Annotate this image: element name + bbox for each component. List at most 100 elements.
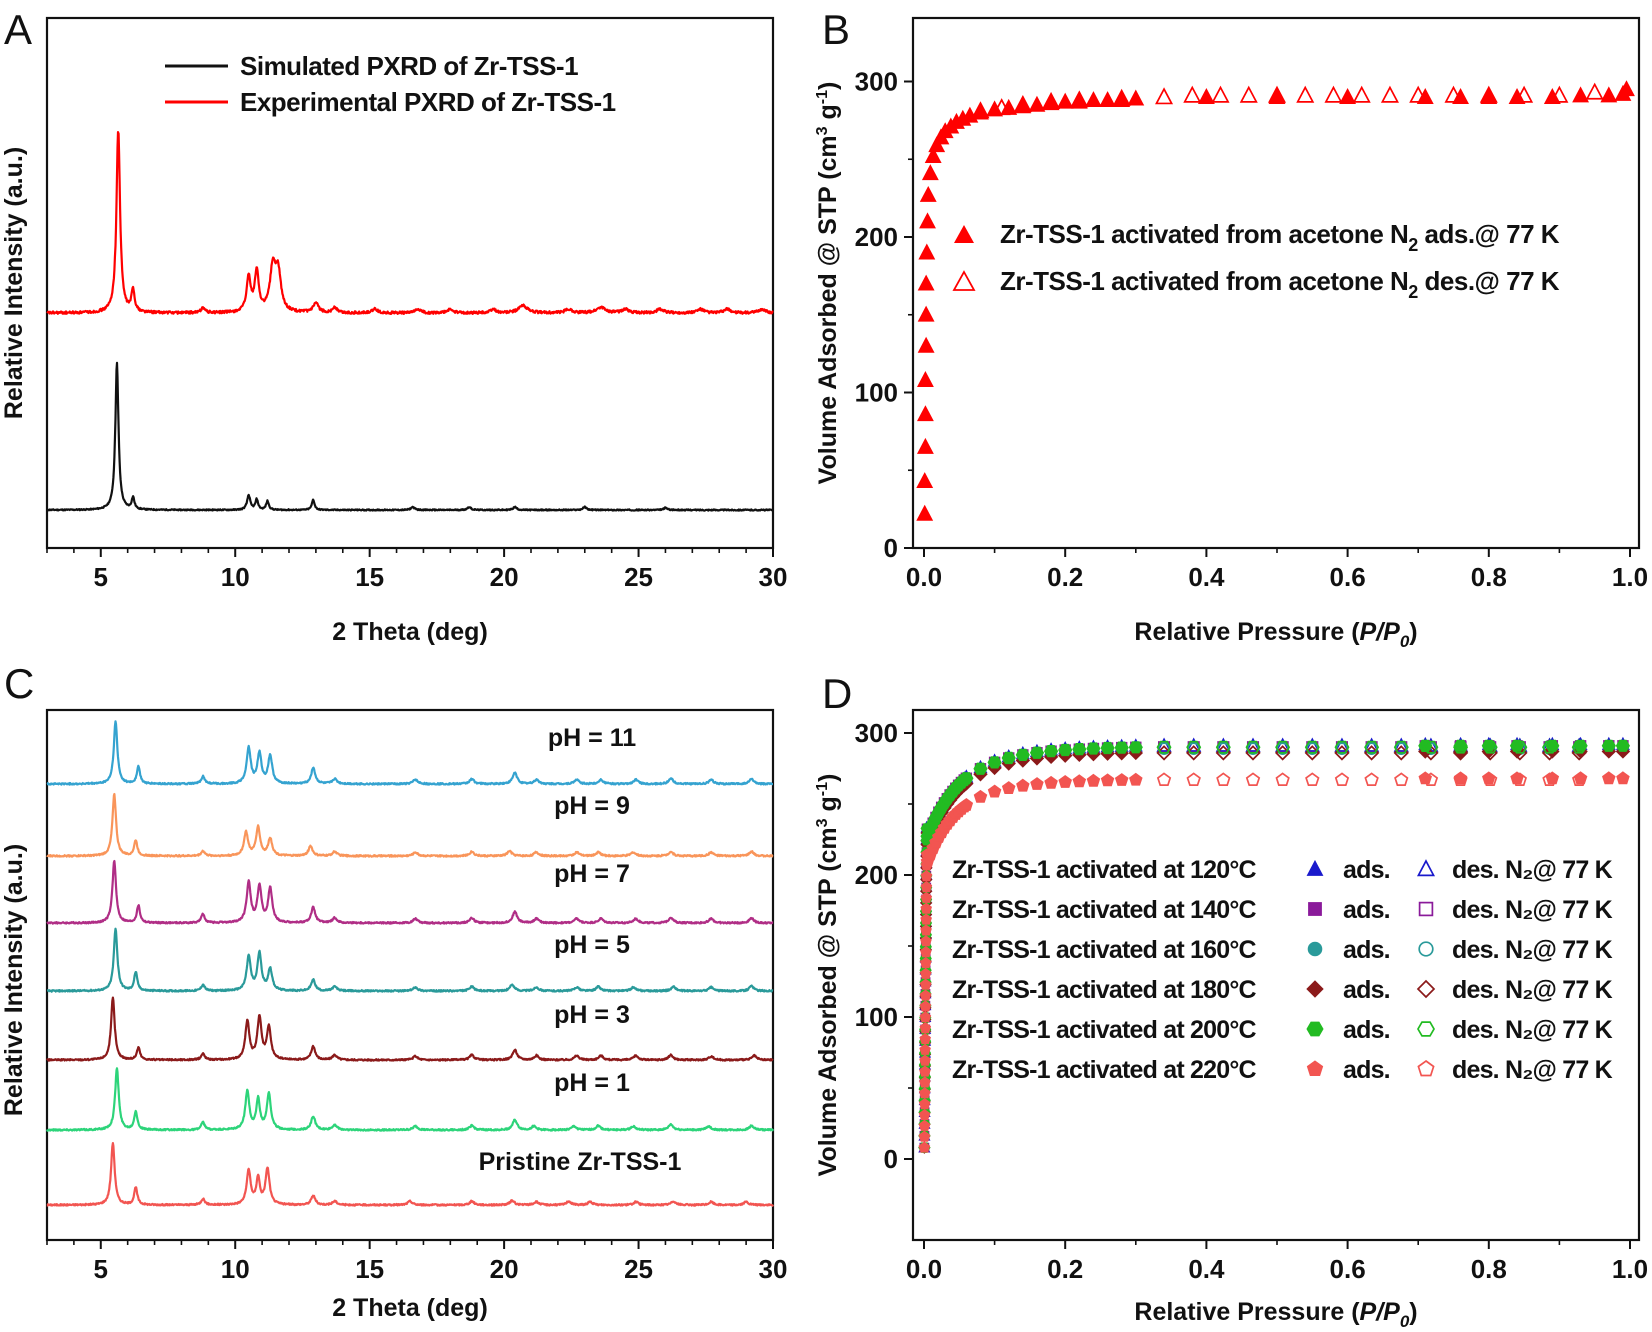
x-tick-label: 5 — [94, 1254, 108, 1284]
des-point — [1245, 740, 1261, 754]
ads-point — [987, 784, 1002, 798]
panel-c-x-ticks: 5 10 15 20 25 30 — [46, 1240, 788, 1284]
panel-b: B 0.0 0.2 0.4 0.6 0.8 1.0 0 100 200 300 Zr-TSS-1 … — [814, 6, 1648, 651]
des-point — [1572, 772, 1587, 786]
series-line — [46, 996, 774, 1062]
panel-b-isotherm — [916, 80, 1635, 521]
legend-entry-label: Zr-TSS-1 activated at 120°C — [952, 856, 1257, 884]
legend-ads-label: ads. — [1343, 856, 1390, 884]
des-point — [1542, 772, 1557, 786]
data-point — [1183, 85, 1202, 103]
data-point — [917, 274, 935, 291]
des-point — [1245, 737, 1261, 752]
ads-point — [1015, 748, 1030, 761]
x-tick-label: 10 — [221, 562, 250, 592]
des-point — [1275, 737, 1291, 752]
des-point — [1156, 740, 1172, 754]
ads-point — [1072, 774, 1087, 788]
ads-point — [1030, 777, 1044, 790]
data-point — [1127, 89, 1145, 106]
ads-point — [1100, 741, 1115, 755]
series-line — [46, 720, 774, 786]
data-point — [1056, 92, 1074, 109]
panel-a-spectra — [46, 131, 774, 512]
data-point — [1296, 85, 1315, 103]
ads-point — [1016, 778, 1030, 792]
ads-point — [920, 880, 933, 893]
x-tick-label: 25 — [624, 1254, 653, 1284]
des-point — [1334, 740, 1350, 754]
ads-point — [919, 1000, 932, 1012]
data-point — [918, 243, 936, 260]
ads-point — [1044, 745, 1059, 758]
data-point — [917, 336, 935, 353]
ads-point — [919, 1043, 931, 1055]
ads-point — [1128, 741, 1143, 754]
panel-b-x-axis-title: Relative Pressure (P/P0) — [1134, 618, 1417, 651]
panel-c-label: C — [4, 660, 34, 707]
ads-point — [1001, 781, 1016, 794]
des-point — [1393, 737, 1409, 752]
x-tick-label: 30 — [759, 1254, 788, 1284]
ads-point — [1072, 743, 1087, 756]
legend-ads-marker — [1307, 941, 1323, 957]
des-point — [1186, 740, 1202, 754]
des-point — [1334, 737, 1350, 752]
legend-des-marker — [1417, 1021, 1435, 1037]
data-point — [992, 98, 1011, 116]
ads-point — [1114, 741, 1129, 754]
x-tick-label: 0.4 — [1188, 562, 1225, 592]
ads-point — [919, 978, 932, 990]
ads-point — [920, 870, 933, 882]
data-point — [971, 101, 990, 119]
ads-point — [1086, 742, 1101, 755]
data-point — [1600, 86, 1618, 103]
legend-ads-label: ads. — [1343, 1056, 1390, 1084]
x-tick-label: 10 — [221, 1254, 250, 1284]
des-point — [1186, 772, 1201, 786]
data-point — [1585, 82, 1604, 100]
ads-point — [959, 772, 974, 785]
ads-point — [919, 1054, 931, 1066]
panel-a-legend: Simulated PXRD of Zr-TSS-1 Experimental … — [165, 51, 616, 117]
des-point — [1364, 772, 1379, 786]
data-point — [1515, 85, 1534, 103]
ads-point — [1129, 772, 1143, 786]
ads-point — [919, 1076, 931, 1088]
data-point — [1070, 90, 1089, 108]
ads-point — [918, 1108, 931, 1120]
des-point — [1393, 740, 1409, 754]
des-point — [1394, 772, 1409, 786]
ads-point — [920, 935, 932, 947]
data-point — [919, 185, 937, 202]
legend-des: Zr-TSS-1 activated from acetone N2 des.@… — [1000, 266, 1560, 302]
legend-entry-label: Zr-TSS-1 activated at 160°C — [952, 936, 1257, 964]
x-tick-label: 0.0 — [906, 562, 942, 592]
data-point — [919, 212, 936, 229]
des-point — [1305, 772, 1320, 786]
panel-b-plot-frame — [911, 16, 1641, 550]
series-label-ph11: pH = 11 — [548, 724, 636, 752]
ads-point — [919, 1032, 931, 1044]
des-point — [1186, 737, 1202, 752]
ads-point — [920, 891, 933, 903]
legend-marker-des — [952, 270, 976, 291]
legend-ads-marker — [1306, 1060, 1324, 1076]
ads-point — [1058, 774, 1072, 788]
x-tick-label: 20 — [490, 1254, 519, 1284]
des-point — [1571, 740, 1587, 754]
ads-point — [1114, 773, 1129, 786]
series-line — [46, 131, 774, 315]
y-tick-label: 200 — [855, 222, 898, 252]
data-point — [916, 370, 934, 387]
x-tick-label: 20 — [490, 562, 519, 592]
data-point — [1099, 91, 1116, 108]
legend-ads-marker — [1306, 980, 1324, 998]
legend-ads: Zr-TSS-1 activated from acetone N2 ads.@… — [1000, 219, 1560, 255]
des-point — [1512, 740, 1528, 754]
series-line — [46, 1142, 775, 1207]
panel-c-x-axis-title: 2 Theta (deg) — [332, 1294, 488, 1322]
des-point — [1512, 772, 1527, 786]
legend-ads-label: ads. — [1343, 1016, 1390, 1044]
